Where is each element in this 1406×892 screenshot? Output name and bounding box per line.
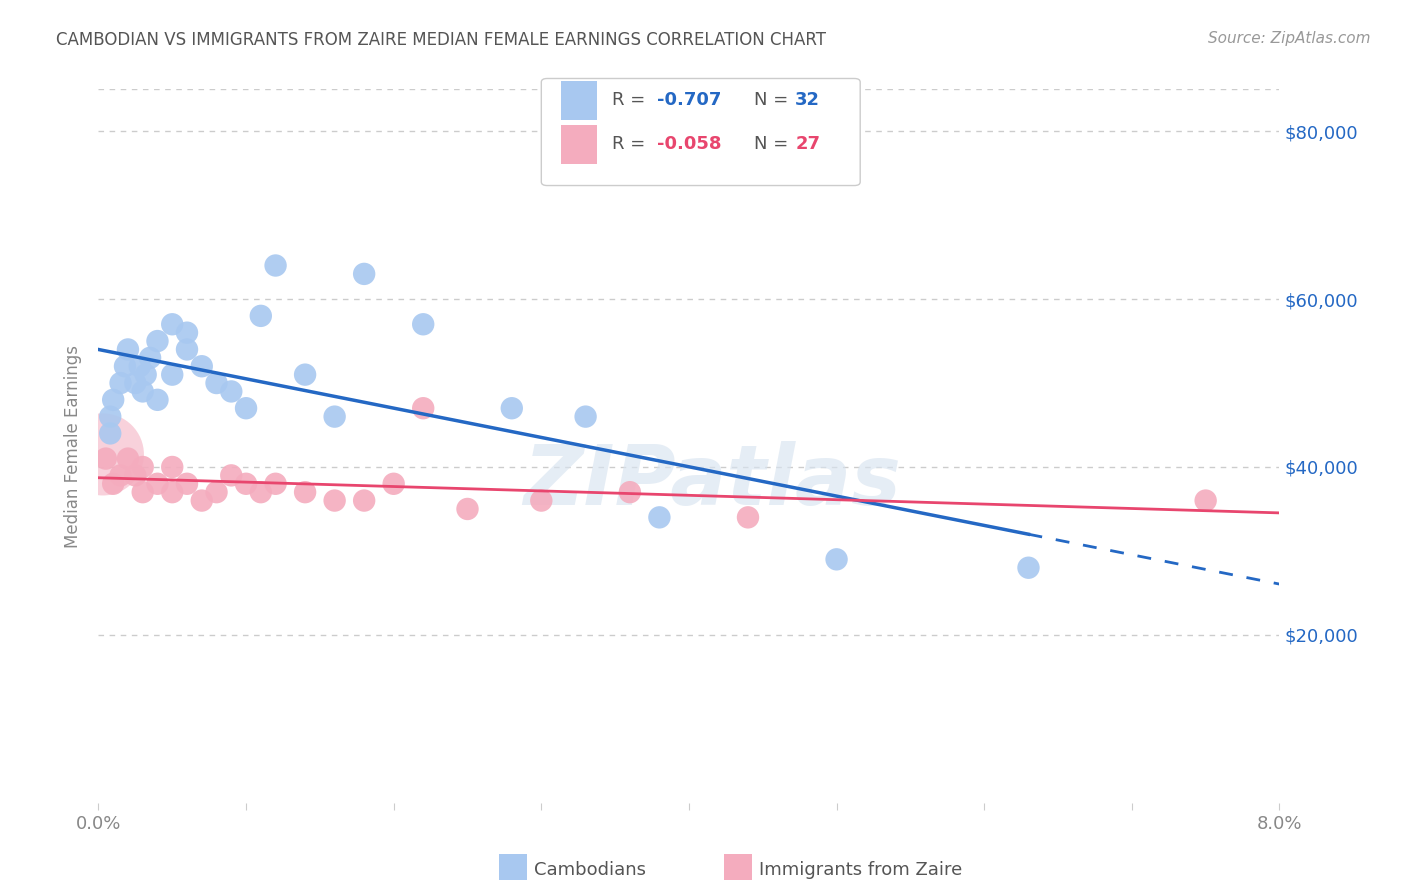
Text: Immigrants from Zaire: Immigrants from Zaire xyxy=(759,861,963,879)
Point xyxy=(103,476,125,491)
Point xyxy=(91,447,114,461)
Point xyxy=(191,493,214,508)
Point xyxy=(110,468,132,483)
Point xyxy=(114,359,136,374)
Point xyxy=(501,401,523,416)
Point xyxy=(264,476,287,491)
Point xyxy=(139,351,162,365)
Point xyxy=(1018,560,1040,574)
Point xyxy=(250,485,273,500)
Text: ZIPatlas: ZIPatlas xyxy=(523,442,901,522)
Text: Source: ZipAtlas.com: Source: ZipAtlas.com xyxy=(1208,31,1371,46)
Text: N =: N = xyxy=(754,91,794,110)
Text: Cambodians: Cambodians xyxy=(534,861,647,879)
Point xyxy=(205,376,228,390)
Text: 32: 32 xyxy=(796,91,820,110)
Point xyxy=(250,309,273,323)
Point xyxy=(132,485,155,500)
Point xyxy=(825,552,848,566)
Text: -0.058: -0.058 xyxy=(657,136,721,153)
Point xyxy=(619,485,641,500)
Point xyxy=(235,476,257,491)
Point xyxy=(110,376,132,390)
Point xyxy=(94,451,117,466)
Point xyxy=(98,426,121,441)
Point xyxy=(162,368,183,382)
Point xyxy=(128,359,150,374)
Point xyxy=(235,401,257,416)
Point xyxy=(124,376,146,390)
Point xyxy=(124,468,146,483)
Point xyxy=(146,476,169,491)
Point xyxy=(135,368,157,382)
Text: N =: N = xyxy=(754,136,794,153)
Point xyxy=(221,468,243,483)
Point xyxy=(176,343,198,357)
Text: R =: R = xyxy=(612,136,651,153)
Point xyxy=(648,510,671,524)
Point xyxy=(323,493,346,508)
Point xyxy=(221,384,243,399)
Point xyxy=(294,485,316,500)
Y-axis label: Median Female Earnings: Median Female Earnings xyxy=(65,344,83,548)
Point xyxy=(191,359,214,374)
Point xyxy=(162,485,183,500)
Point xyxy=(146,392,169,407)
FancyBboxPatch shape xyxy=(561,125,596,164)
Point xyxy=(264,259,287,273)
Point xyxy=(146,334,169,348)
Point xyxy=(132,384,155,399)
Point xyxy=(117,343,139,357)
Point xyxy=(353,267,375,281)
Point xyxy=(412,401,434,416)
Point xyxy=(323,409,346,424)
Text: 27: 27 xyxy=(796,136,820,153)
Point xyxy=(737,510,759,524)
FancyBboxPatch shape xyxy=(541,78,860,186)
Point xyxy=(530,493,553,508)
Point xyxy=(294,368,316,382)
Text: CAMBODIAN VS IMMIGRANTS FROM ZAIRE MEDIAN FEMALE EARNINGS CORRELATION CHART: CAMBODIAN VS IMMIGRANTS FROM ZAIRE MEDIA… xyxy=(56,31,827,49)
Point xyxy=(575,409,598,424)
Point xyxy=(162,460,183,475)
Point xyxy=(117,451,139,466)
Point xyxy=(205,485,228,500)
Point xyxy=(1195,493,1218,508)
Point xyxy=(353,493,375,508)
Text: -0.707: -0.707 xyxy=(657,91,721,110)
Text: R =: R = xyxy=(612,91,651,110)
Point xyxy=(412,318,434,332)
Point xyxy=(176,476,198,491)
FancyBboxPatch shape xyxy=(561,81,596,120)
Point xyxy=(382,476,405,491)
Point xyxy=(176,326,198,340)
Point xyxy=(132,460,155,475)
Point xyxy=(162,318,183,332)
Point xyxy=(103,392,125,407)
Point xyxy=(98,409,121,424)
Point xyxy=(457,502,479,516)
